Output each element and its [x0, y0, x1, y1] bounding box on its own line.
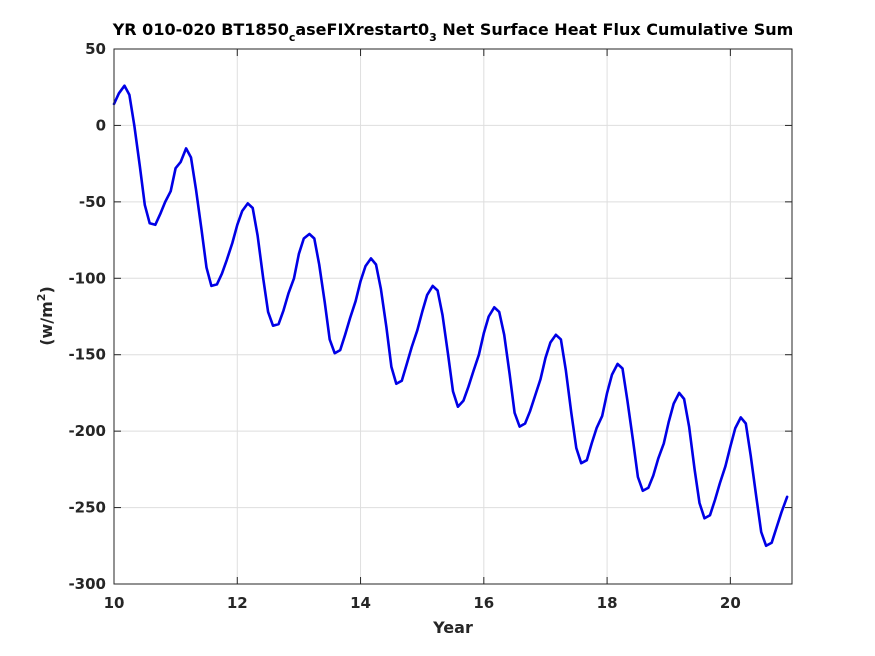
title-subscript-3: 3 [429, 31, 437, 44]
series-layer [112, 84, 789, 548]
plot-area [114, 49, 792, 584]
x-axis-ticks: 10 12 14 16 18 20 [104, 49, 741, 612]
x-tick-label: 16 [473, 594, 494, 612]
y-tick-label: -100 [68, 269, 106, 287]
x-tick-label: 14 [350, 594, 371, 612]
title-part-prefix: YR 010-020 BT1850 [112, 20, 289, 39]
y-axis-title: (w/m2) [35, 286, 56, 346]
title-part-suffix: Net Surface Heat Flux Cumulative Sum [437, 20, 794, 39]
x-tick-label: 18 [597, 594, 618, 612]
y-tick-label: -150 [68, 346, 106, 364]
x-axis-title: Year [432, 618, 473, 637]
chart-title: YR 010-020 BT1850caseFIXrestart03 Net Su… [112, 20, 794, 44]
x-tick-label: 10 [104, 594, 125, 612]
y-tick-label: -50 [79, 193, 106, 211]
y-axis-title-prefix: (w/m [37, 301, 56, 346]
plot-frame [113, 48, 793, 585]
series-line-0 [112, 84, 789, 548]
y-axis-title-suffix: ) [37, 286, 56, 293]
y-tick-label: -200 [68, 422, 106, 440]
y-axis-title-superscript: 2 [35, 294, 48, 302]
title-subscript-c: c [289, 31, 296, 44]
y-tick-label: 50 [85, 40, 106, 58]
x-tick-label: 12 [227, 594, 248, 612]
y-tick-label: 0 [96, 116, 106, 134]
y-axis-ticks: 50 0 -50 -100 -150 -200 -250 -300 [68, 40, 792, 593]
y-tick-label: -300 [68, 575, 106, 593]
title-part-middle: aseFIXrestart0 [295, 20, 429, 39]
y-tick-label: -250 [68, 499, 106, 517]
x-tick-label: 20 [720, 594, 741, 612]
